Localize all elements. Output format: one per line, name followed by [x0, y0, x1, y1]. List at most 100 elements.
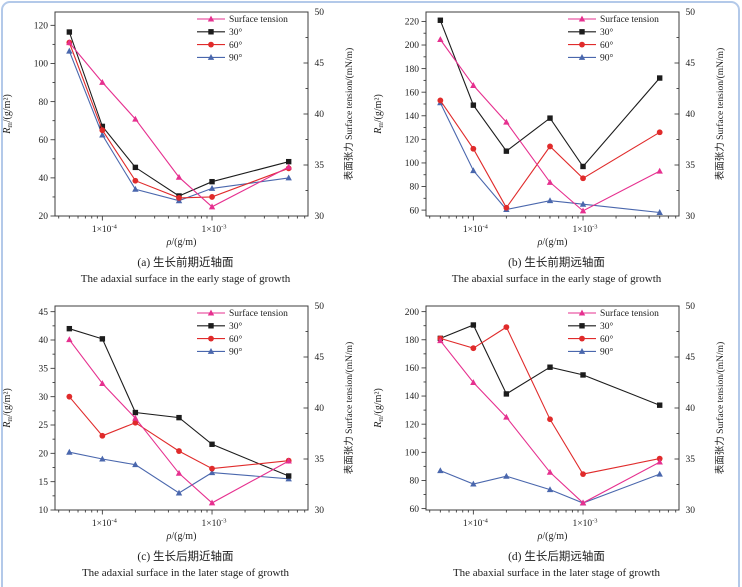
circle-marker-icon [503, 204, 510, 211]
right-tick-label: 50 [686, 8, 696, 18]
legend: Surface tension 30° 60° 90° [568, 308, 659, 358]
square-marker-icon [209, 441, 215, 447]
x-tick-labels: 1×10-4 1×10-3 [463, 224, 598, 236]
circle-marker-icon [547, 143, 553, 150]
right-tick-label: 50 [686, 302, 696, 312]
triangle-marker-icon [132, 414, 139, 421]
left-tick-label: 160 [405, 88, 420, 98]
legend-item-30deg: 30° [568, 27, 614, 38]
triangle-marker-icon [437, 36, 444, 43]
panel-d: 1×10-4 1×10-3 60 80 100 120 140 160 180 200 30 35 40… [371, 294, 742, 587]
circle-marker-icon [209, 194, 215, 200]
circle-marker-icon [470, 345, 477, 352]
legend-item-60deg: 60° [197, 334, 243, 345]
legend-item-60deg: 60° [568, 40, 614, 51]
right-axis-label: 表面张力 Surface tension/(mN/m) [714, 342, 726, 474]
triangle-marker-icon [99, 78, 106, 85]
square-marker-icon [99, 123, 106, 130]
legend-item-60deg: 60° [197, 40, 243, 51]
triangle-marker-icon [66, 448, 73, 455]
right-tick-label: 35 [686, 455, 696, 465]
triangle-marker-icon [207, 54, 215, 60]
x-tick-labels: 1×10-4 1×10-3 [92, 224, 227, 236]
triangle-marker-icon [579, 207, 587, 214]
x-tick-label: 1×10-4 [463, 518, 489, 530]
legend-item-surface-tension: Surface tension [568, 308, 659, 319]
x-tick-label: 1×10-3 [573, 224, 598, 236]
circle-marker-icon [99, 127, 106, 134]
caption-a-zh: (a) 生长前期近轴面 [137, 257, 234, 269]
triangle-marker-icon [208, 203, 216, 210]
x-axis-label: ρ/(g/m) [537, 237, 568, 248]
legend: Surface tension 30° 60° 90° [568, 14, 659, 64]
legend-label: 90° [600, 53, 614, 64]
legend-label: Surface tension [600, 308, 659, 319]
square-marker-icon [503, 148, 510, 154]
right-tick-label: 45 [686, 59, 696, 69]
panel-a: 1×10-4 1×10-3 20 40 60 80 100 120 30 35 40 45 50 Surf… [0, 0, 371, 294]
series-line-30 [69, 328, 289, 477]
caption-c-en: The adaxial surface in the later stage o… [81, 567, 290, 579]
caption-d-en: The abaxial surface in the later stage o… [452, 567, 661, 579]
triangle-marker-icon [578, 309, 586, 316]
legend-label: 90° [229, 53, 243, 64]
legend-item-90deg: 90° [197, 347, 243, 358]
triangle-marker-icon [175, 173, 183, 180]
axis-ticks [50, 11, 308, 221]
square-marker-icon [470, 102, 477, 108]
series-line-30 [440, 324, 660, 406]
triangle-marker-icon [207, 348, 215, 354]
x-tick-labels: 1×10-4 1×10-3 [463, 518, 598, 530]
left-tick-label: 60 [410, 206, 420, 216]
triangle-marker-icon [208, 184, 216, 191]
chart-b: 1×10-4 1×10-36080100120140160180200220303… [373, 8, 726, 248]
series-line-90 [440, 470, 660, 504]
right-tick-label: 40 [315, 404, 325, 414]
x-tick-label: 1×10-3 [573, 518, 598, 530]
plot-frame [425, 305, 680, 511]
circle-marker-icon [208, 41, 214, 48]
left-tick-labels: 60 80 100 120 140 160 180 200 220 [405, 18, 420, 217]
left-tick-label: 220 [405, 18, 420, 28]
right-tick-label: 50 [315, 302, 325, 312]
right-tick-labels: 30 35 40 45 50 [315, 8, 325, 222]
series-60 [437, 324, 663, 478]
triangle-marker-icon [208, 469, 216, 476]
legend-label: Surface tension [600, 14, 659, 25]
triangle-marker-icon [66, 47, 73, 54]
right-tick-label: 35 [315, 161, 325, 171]
legend-label: 60° [600, 334, 614, 345]
legend-label: 60° [229, 40, 243, 51]
left-tick-label: 60 [410, 505, 420, 515]
panel-b: 1×10-4 1×10-3 60 80 100 120 140 160 180 200 220 30 3… [371, 0, 742, 294]
legend-item-90deg: 90° [568, 53, 614, 64]
series-30 [437, 17, 663, 170]
triangle-marker-icon [437, 337, 444, 344]
square-marker-icon [437, 17, 444, 23]
left-tick-label: 80 [410, 183, 420, 193]
legend-item-90deg: 90° [568, 347, 614, 358]
left-tick-label: 100 [405, 449, 420, 459]
square-marker-icon [66, 325, 73, 332]
left-tick-labels: 10 15 20 25 30 35 40 45 [39, 308, 49, 516]
legend-label: Surface tension [229, 308, 288, 319]
right-axis-label: 表面张力 Surface tension/(mN/m) [714, 48, 726, 180]
series-line-surface-tension [439, 340, 660, 504]
left-tick-label: 180 [405, 336, 420, 346]
circle-marker-icon [176, 194, 182, 201]
legend-label: 90° [229, 347, 243, 358]
series-30 [66, 29, 292, 199]
square-marker-icon [470, 322, 477, 328]
left-tick-label: 200 [405, 308, 420, 318]
chart-root-d: 1×10-4 1×10-3 60 80 100 120 140 160 180 200 30 35 40… [373, 302, 726, 542]
square-marker-icon [209, 178, 215, 185]
square-marker-icon [580, 372, 586, 378]
triangle-marker-icon [470, 167, 477, 174]
circle-marker-icon [99, 432, 106, 439]
left-tick-label: 40 [39, 336, 49, 346]
axis-ticks [421, 305, 679, 515]
right-axis-label: 表面张力 Surface tension/(mN/m) [343, 48, 355, 180]
triangle-marker-icon [546, 468, 554, 475]
series-90 [437, 467, 663, 506]
